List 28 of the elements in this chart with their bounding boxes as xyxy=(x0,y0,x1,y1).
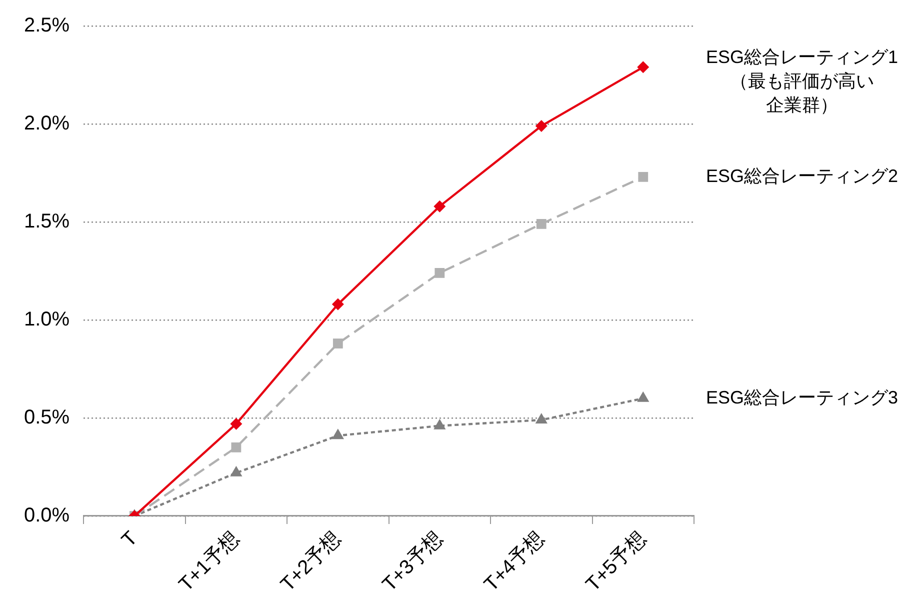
text: ESG総合レーティング3 xyxy=(706,387,898,408)
x-tick-label: T+2予想 xyxy=(276,527,346,596)
x-tick-label: T+4予想 xyxy=(480,527,549,596)
x-tick-label: T+5予想 xyxy=(582,527,651,596)
point xyxy=(638,172,648,182)
point xyxy=(536,219,546,229)
point xyxy=(535,120,548,132)
point xyxy=(332,338,343,348)
text: ESG総合レーティング2 xyxy=(706,166,898,186)
point xyxy=(230,466,242,476)
x-tick-label: T+1予想 xyxy=(175,527,244,596)
point xyxy=(637,61,650,74)
x-tick-label: T xyxy=(118,527,142,552)
y-tick-label: 0.5% xyxy=(24,406,70,428)
point xyxy=(434,418,446,430)
y-tick-label: 1.0% xyxy=(24,308,70,331)
y-tick-label: 2.0% xyxy=(24,112,70,135)
point xyxy=(332,298,344,310)
text: ESG総合レーティング1（最も評価が高い企業群） xyxy=(706,47,898,116)
point xyxy=(535,412,548,424)
y-tick-label: 0.0% xyxy=(24,504,70,526)
x-tick-label: T+3予想 xyxy=(378,527,448,596)
point xyxy=(637,391,650,402)
point xyxy=(434,268,445,278)
point xyxy=(434,200,446,212)
y-tick-label: 1.5% xyxy=(24,210,70,233)
point xyxy=(332,428,344,440)
y-tick-label: 2.5% xyxy=(24,14,70,37)
